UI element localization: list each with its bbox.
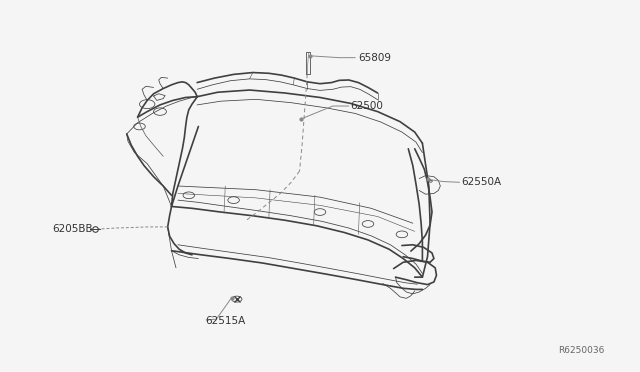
Text: R6250036: R6250036 bbox=[559, 346, 605, 355]
Text: 62500: 62500 bbox=[351, 101, 383, 111]
Text: 6205BB: 6205BB bbox=[52, 224, 93, 234]
Text: 62550A: 62550A bbox=[461, 177, 501, 187]
Text: 65809: 65809 bbox=[358, 53, 392, 62]
Text: 62515A: 62515A bbox=[205, 316, 245, 326]
